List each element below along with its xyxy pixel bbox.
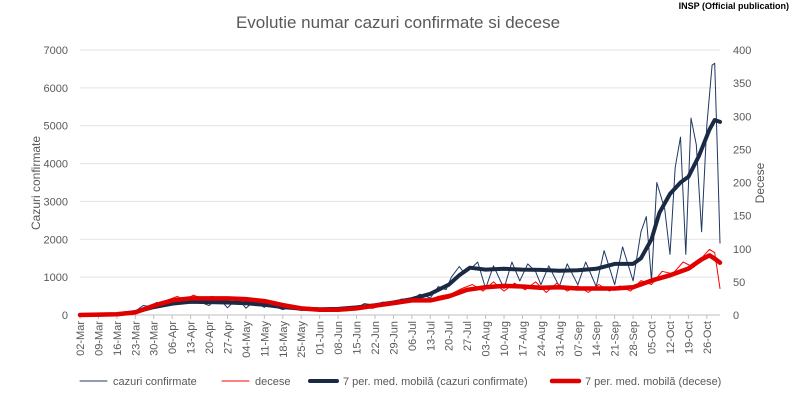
x-tick-label: 18-May <box>278 321 290 358</box>
y-left-tick-label: 1000 <box>44 272 68 284</box>
y-axis-right: 0 50 100 150 200 250 300 350 400 <box>733 45 751 322</box>
legend-label: 7 per. med. mobilă (decese) <box>585 376 721 388</box>
y-right-tick-label: 400 <box>733 45 751 57</box>
x-tick-label: 28-Sep <box>628 321 640 356</box>
y-left-tick-label: 0 <box>62 310 68 322</box>
x-tick-label: 21-Sep <box>610 321 622 356</box>
y-right-tick-label: 300 <box>733 111 751 123</box>
x-tick-label: 12-Oct <box>665 321 677 354</box>
y-right-tick-label: 350 <box>733 78 751 90</box>
x-tick-label: 16-Mar <box>112 321 124 356</box>
y-left-tick-label: 3000 <box>44 196 68 208</box>
legend-label: 7 per. med. mobilă (cazuri confirmate) <box>343 376 528 388</box>
y-right-tick-label: 150 <box>733 211 751 223</box>
legend: cazuri confirmate decese 7 per. med. mobil… <box>79 376 721 388</box>
x-tick-label: 05-Oct <box>647 321 659 354</box>
x-tick-label: 17-Aug <box>517 321 529 356</box>
x-tick-label: 10-Aug <box>499 321 511 356</box>
x-tick-label: 19-Oct <box>683 321 695 354</box>
plot-series <box>77 62 723 318</box>
y-axis-left-label: Cazuri confirmate <box>29 136 43 230</box>
x-tick-label: 27-Apr <box>222 321 234 354</box>
x-tick-label: 31-Aug <box>554 321 566 356</box>
x-tick-label: 01-Jun <box>315 321 327 355</box>
y-left-tick-label: 2000 <box>44 234 68 246</box>
x-tick-label: 06-Jul <box>407 321 419 351</box>
x-tick-label: 04-May <box>241 321 253 358</box>
x-tick-label: 20-Apr <box>204 321 216 354</box>
y-left-tick-label: 5000 <box>44 121 68 133</box>
x-tick-label: 29-Jun <box>388 321 400 355</box>
y-left-tick-label: 4000 <box>44 159 68 171</box>
y-right-tick-label: 250 <box>733 144 751 156</box>
y-axis-left: 0 1000 2000 3000 4000 5000 6000 7000 <box>44 45 68 322</box>
x-tick-label: 11-May <box>259 321 271 357</box>
x-tick-label: 08-Jun <box>333 321 345 355</box>
x-tick-label: 02-Mar <box>75 321 87 356</box>
legend-label: cazuri confirmate <box>113 376 197 388</box>
x-tick-label: 15-Jun <box>352 321 364 355</box>
x-tick-label: 13-Jul <box>425 321 437 351</box>
x-tick-label: 14-Sep <box>591 321 603 356</box>
y-right-tick-label: 0 <box>733 310 739 322</box>
series-line-deaths-moving-average <box>77 253 723 318</box>
x-axis: 02-Mar 09-Mar 16-Mar 23-Mar 30-Mar 06-Apr 13-A… <box>75 315 714 358</box>
x-tick-label: 13-Apr <box>186 321 198 354</box>
gridlines <box>80 49 720 316</box>
y-right-tick-label: 50 <box>733 277 745 289</box>
x-tick-label: 30-Mar <box>149 321 161 356</box>
x-tick-label: 27-Jul <box>462 321 474 351</box>
x-tick-label: 26-Oct <box>702 321 714 354</box>
series-line-cases-moving-average <box>78 118 722 317</box>
x-tick-label: 25-May <box>296 321 308 358</box>
y-right-tick-label: 200 <box>733 178 751 190</box>
x-tick-label: 09-Mar <box>93 321 105 356</box>
x-tick-label: 24-Aug <box>536 321 548 356</box>
y-axis-right-label: Decese <box>753 162 767 203</box>
chart-title: Evolutie numar cazuri confirmate si dece… <box>236 13 560 32</box>
x-tick-label: 07-Sep <box>573 321 585 356</box>
x-tick-label: 23-Mar <box>130 321 142 356</box>
source-tag: INSP (Official publication) <box>675 0 792 12</box>
legend-label: decese <box>255 376 290 388</box>
x-tick-label: 22-Jun <box>370 321 382 355</box>
x-tick-label: 06-Apr <box>167 321 179 354</box>
y-right-tick-label: 100 <box>733 244 751 256</box>
y-left-tick-label: 7000 <box>44 45 68 57</box>
x-tick-label: 20-Jul <box>444 321 456 351</box>
y-left-tick-label: 6000 <box>44 83 68 95</box>
x-tick-label: 03-Aug <box>481 321 493 356</box>
